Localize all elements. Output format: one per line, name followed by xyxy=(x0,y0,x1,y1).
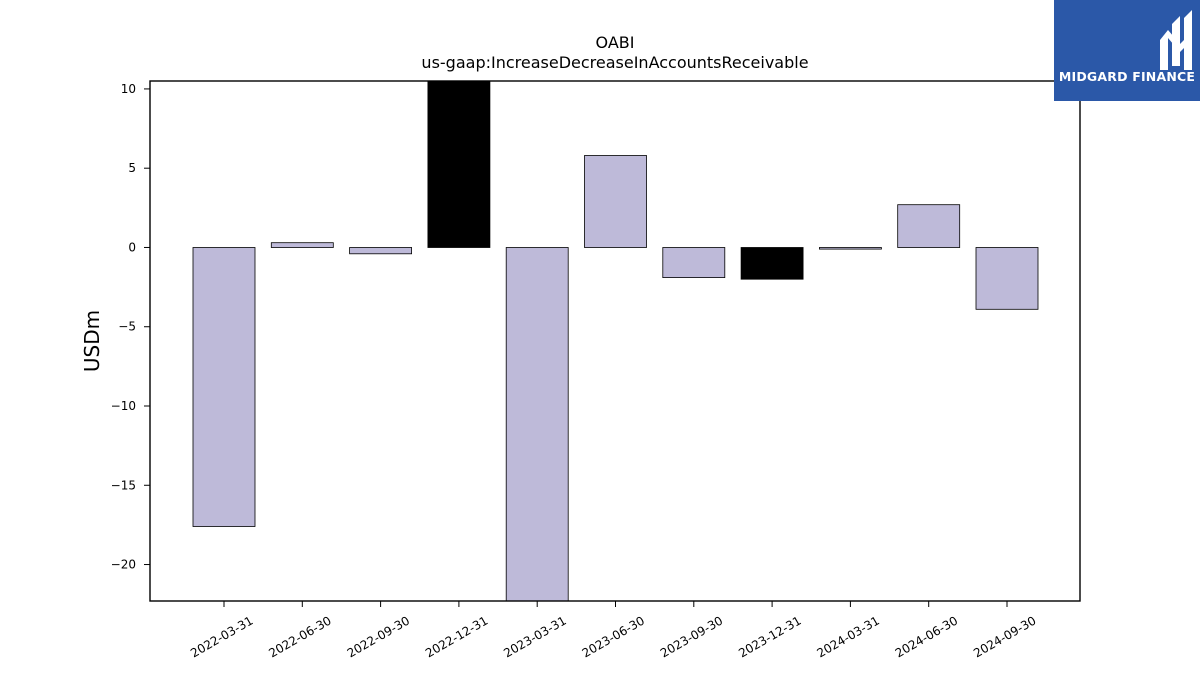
y-tick-label: 0 xyxy=(128,240,136,254)
x-tick-label: 2022-12-31 xyxy=(423,613,490,660)
y-axis-ticks: 10 5 0 −5 −10 −15 −20 xyxy=(111,82,150,572)
bar-2023-06-30 xyxy=(584,155,647,248)
x-axis-ticks: 2022-03-31 2022-06-30 2022-09-30 2022-12-31… xyxy=(188,601,1039,660)
x-tick-label: 2022-09-30 xyxy=(345,613,412,660)
y-tick-label: 5 xyxy=(128,161,136,175)
bar-2023-09-30 xyxy=(662,247,726,279)
y-tick-label: −20 xyxy=(111,558,136,572)
bar-2022-12-31 xyxy=(427,80,491,248)
bar-2024-06-30 xyxy=(897,204,961,248)
bar-2022-06-30 xyxy=(270,242,334,248)
bar-2023-03-31 xyxy=(505,247,569,602)
x-tick-label: 2023-12-31 xyxy=(736,613,803,660)
midgard-m-icon xyxy=(1160,10,1192,70)
bar-2024-09-30 xyxy=(975,247,1039,310)
y-tick-label: −10 xyxy=(111,399,136,413)
bar-2024-03-31 xyxy=(819,247,882,250)
y-axis-label: USDm xyxy=(80,310,104,372)
x-tick-label: 2024-06-30 xyxy=(893,613,960,660)
x-tick-label: 2024-09-30 xyxy=(971,613,1038,660)
bar-2023-12-31 xyxy=(740,247,804,280)
y-tick-label: −15 xyxy=(111,478,136,492)
x-tick-label: 2024-03-31 xyxy=(814,613,881,660)
logo-text: MIDGARD FINANCE xyxy=(1058,69,1196,84)
x-tick-label: 2023-09-30 xyxy=(658,613,725,660)
x-tick-label: 2022-03-31 xyxy=(188,613,255,660)
y-tick-label: 10 xyxy=(121,82,136,96)
x-tick-label: 2023-03-31 xyxy=(501,613,568,660)
bars-group xyxy=(192,80,1039,602)
chart-subtitle: us-gaap:IncreaseDecreaseInAccountsReceiv… xyxy=(421,53,808,72)
x-tick-label: 2022-06-30 xyxy=(266,613,333,660)
plot-area-frame xyxy=(149,80,1081,602)
brand-logo: MIDGARD FINANCE xyxy=(1054,0,1200,101)
bar-2022-03-31 xyxy=(192,247,256,527)
y-tick-label: −5 xyxy=(118,320,136,334)
x-tick-label: 2023-06-30 xyxy=(580,613,647,660)
chart-title: OABI xyxy=(596,33,635,52)
bar-2022-09-30 xyxy=(349,247,413,255)
